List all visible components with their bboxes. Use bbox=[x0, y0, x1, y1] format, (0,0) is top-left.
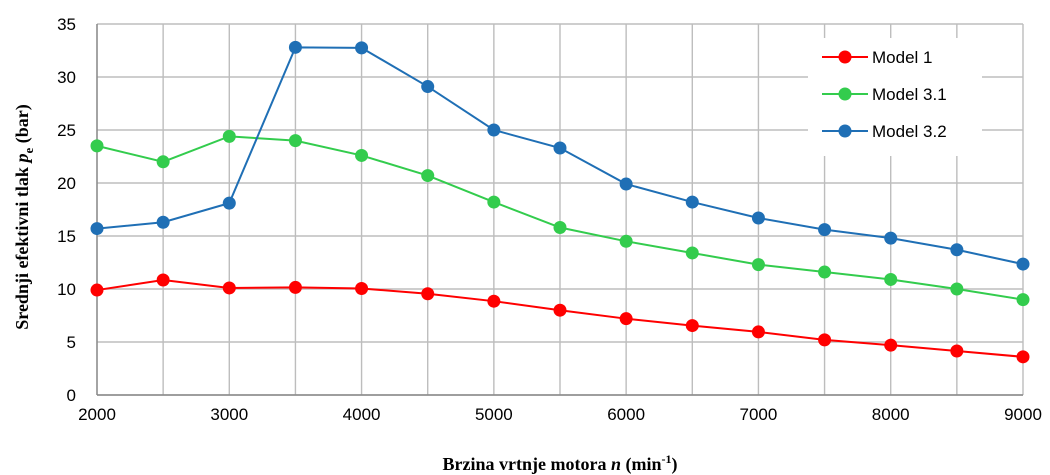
legend-marker bbox=[838, 50, 852, 64]
legend-marker bbox=[838, 87, 852, 101]
x-tick-label: 4000 bbox=[343, 405, 381, 424]
data-point bbox=[619, 234, 633, 248]
y-tick-label: 5 bbox=[67, 333, 76, 352]
y-tick-label: 15 bbox=[57, 227, 76, 246]
data-point bbox=[288, 280, 302, 294]
legend-label: Model 1 bbox=[872, 48, 932, 67]
x-axis-title: Brzina vrtnje motora n (min-1) bbox=[443, 452, 678, 475]
data-point bbox=[156, 215, 170, 229]
y-tick-label: 25 bbox=[57, 121, 76, 140]
data-point bbox=[421, 80, 435, 94]
legend-label: Model 3.2 bbox=[872, 122, 947, 141]
data-point bbox=[884, 338, 898, 352]
data-point bbox=[751, 325, 765, 339]
data-point bbox=[751, 211, 765, 225]
data-point bbox=[685, 246, 699, 260]
data-point bbox=[288, 40, 302, 54]
y-tick-label: 35 bbox=[57, 15, 76, 34]
data-point bbox=[884, 231, 898, 245]
data-point bbox=[487, 294, 501, 308]
data-point bbox=[156, 273, 170, 287]
x-tick-label: 9000 bbox=[1004, 405, 1042, 424]
y-axis-title: Srednji efektivni tlak pe (bar) bbox=[12, 104, 36, 329]
data-point bbox=[355, 281, 369, 295]
data-point bbox=[685, 319, 699, 333]
data-point bbox=[90, 283, 104, 297]
series-group bbox=[90, 40, 1030, 364]
data-point bbox=[1016, 257, 1030, 271]
data-point bbox=[818, 265, 832, 279]
x-tick-label: 7000 bbox=[740, 405, 778, 424]
x-tick-labels: 2000 3000 4000 5000 6000 7000 8000 9000 bbox=[78, 405, 1042, 424]
data-point bbox=[818, 223, 832, 237]
data-point bbox=[950, 344, 964, 358]
x-tick-label: 6000 bbox=[607, 405, 645, 424]
x-tick-label: 2000 bbox=[78, 405, 116, 424]
x-tick-label: 5000 bbox=[475, 405, 513, 424]
data-point bbox=[288, 134, 302, 148]
x-tick-label: 3000 bbox=[210, 405, 248, 424]
y-tick-label: 0 bbox=[67, 386, 76, 405]
data-point bbox=[553, 303, 567, 317]
data-point bbox=[619, 177, 633, 191]
data-point bbox=[355, 148, 369, 162]
legend-marker bbox=[838, 124, 852, 138]
data-point bbox=[222, 281, 236, 295]
x-tick-label: 8000 bbox=[872, 405, 910, 424]
data-point bbox=[884, 272, 898, 286]
data-point bbox=[222, 196, 236, 210]
data-point bbox=[421, 287, 435, 301]
data-point bbox=[355, 41, 369, 55]
data-point bbox=[487, 123, 501, 137]
data-point bbox=[1016, 350, 1030, 364]
y-tick-labels: 0 5 10 15 20 25 30 35 bbox=[57, 15, 76, 405]
legend-label: Model 3.1 bbox=[872, 85, 947, 104]
data-point bbox=[222, 129, 236, 143]
data-point bbox=[90, 139, 104, 153]
y-tick-label: 30 bbox=[57, 68, 76, 87]
data-point bbox=[619, 312, 633, 326]
data-point bbox=[487, 195, 501, 209]
y-tick-label: 20 bbox=[57, 174, 76, 193]
data-point bbox=[818, 333, 832, 347]
data-point bbox=[553, 141, 567, 155]
data-point bbox=[950, 282, 964, 296]
y-tick-label: 10 bbox=[57, 280, 76, 299]
data-point bbox=[421, 169, 435, 183]
data-point bbox=[751, 258, 765, 272]
data-point bbox=[90, 222, 104, 236]
data-point bbox=[685, 195, 699, 209]
data-point bbox=[156, 155, 170, 169]
data-point bbox=[553, 221, 567, 235]
legend: Model 1 Model 3.1 Model 3.2 bbox=[808, 38, 982, 156]
data-point bbox=[950, 243, 964, 257]
data-point bbox=[1016, 293, 1030, 307]
